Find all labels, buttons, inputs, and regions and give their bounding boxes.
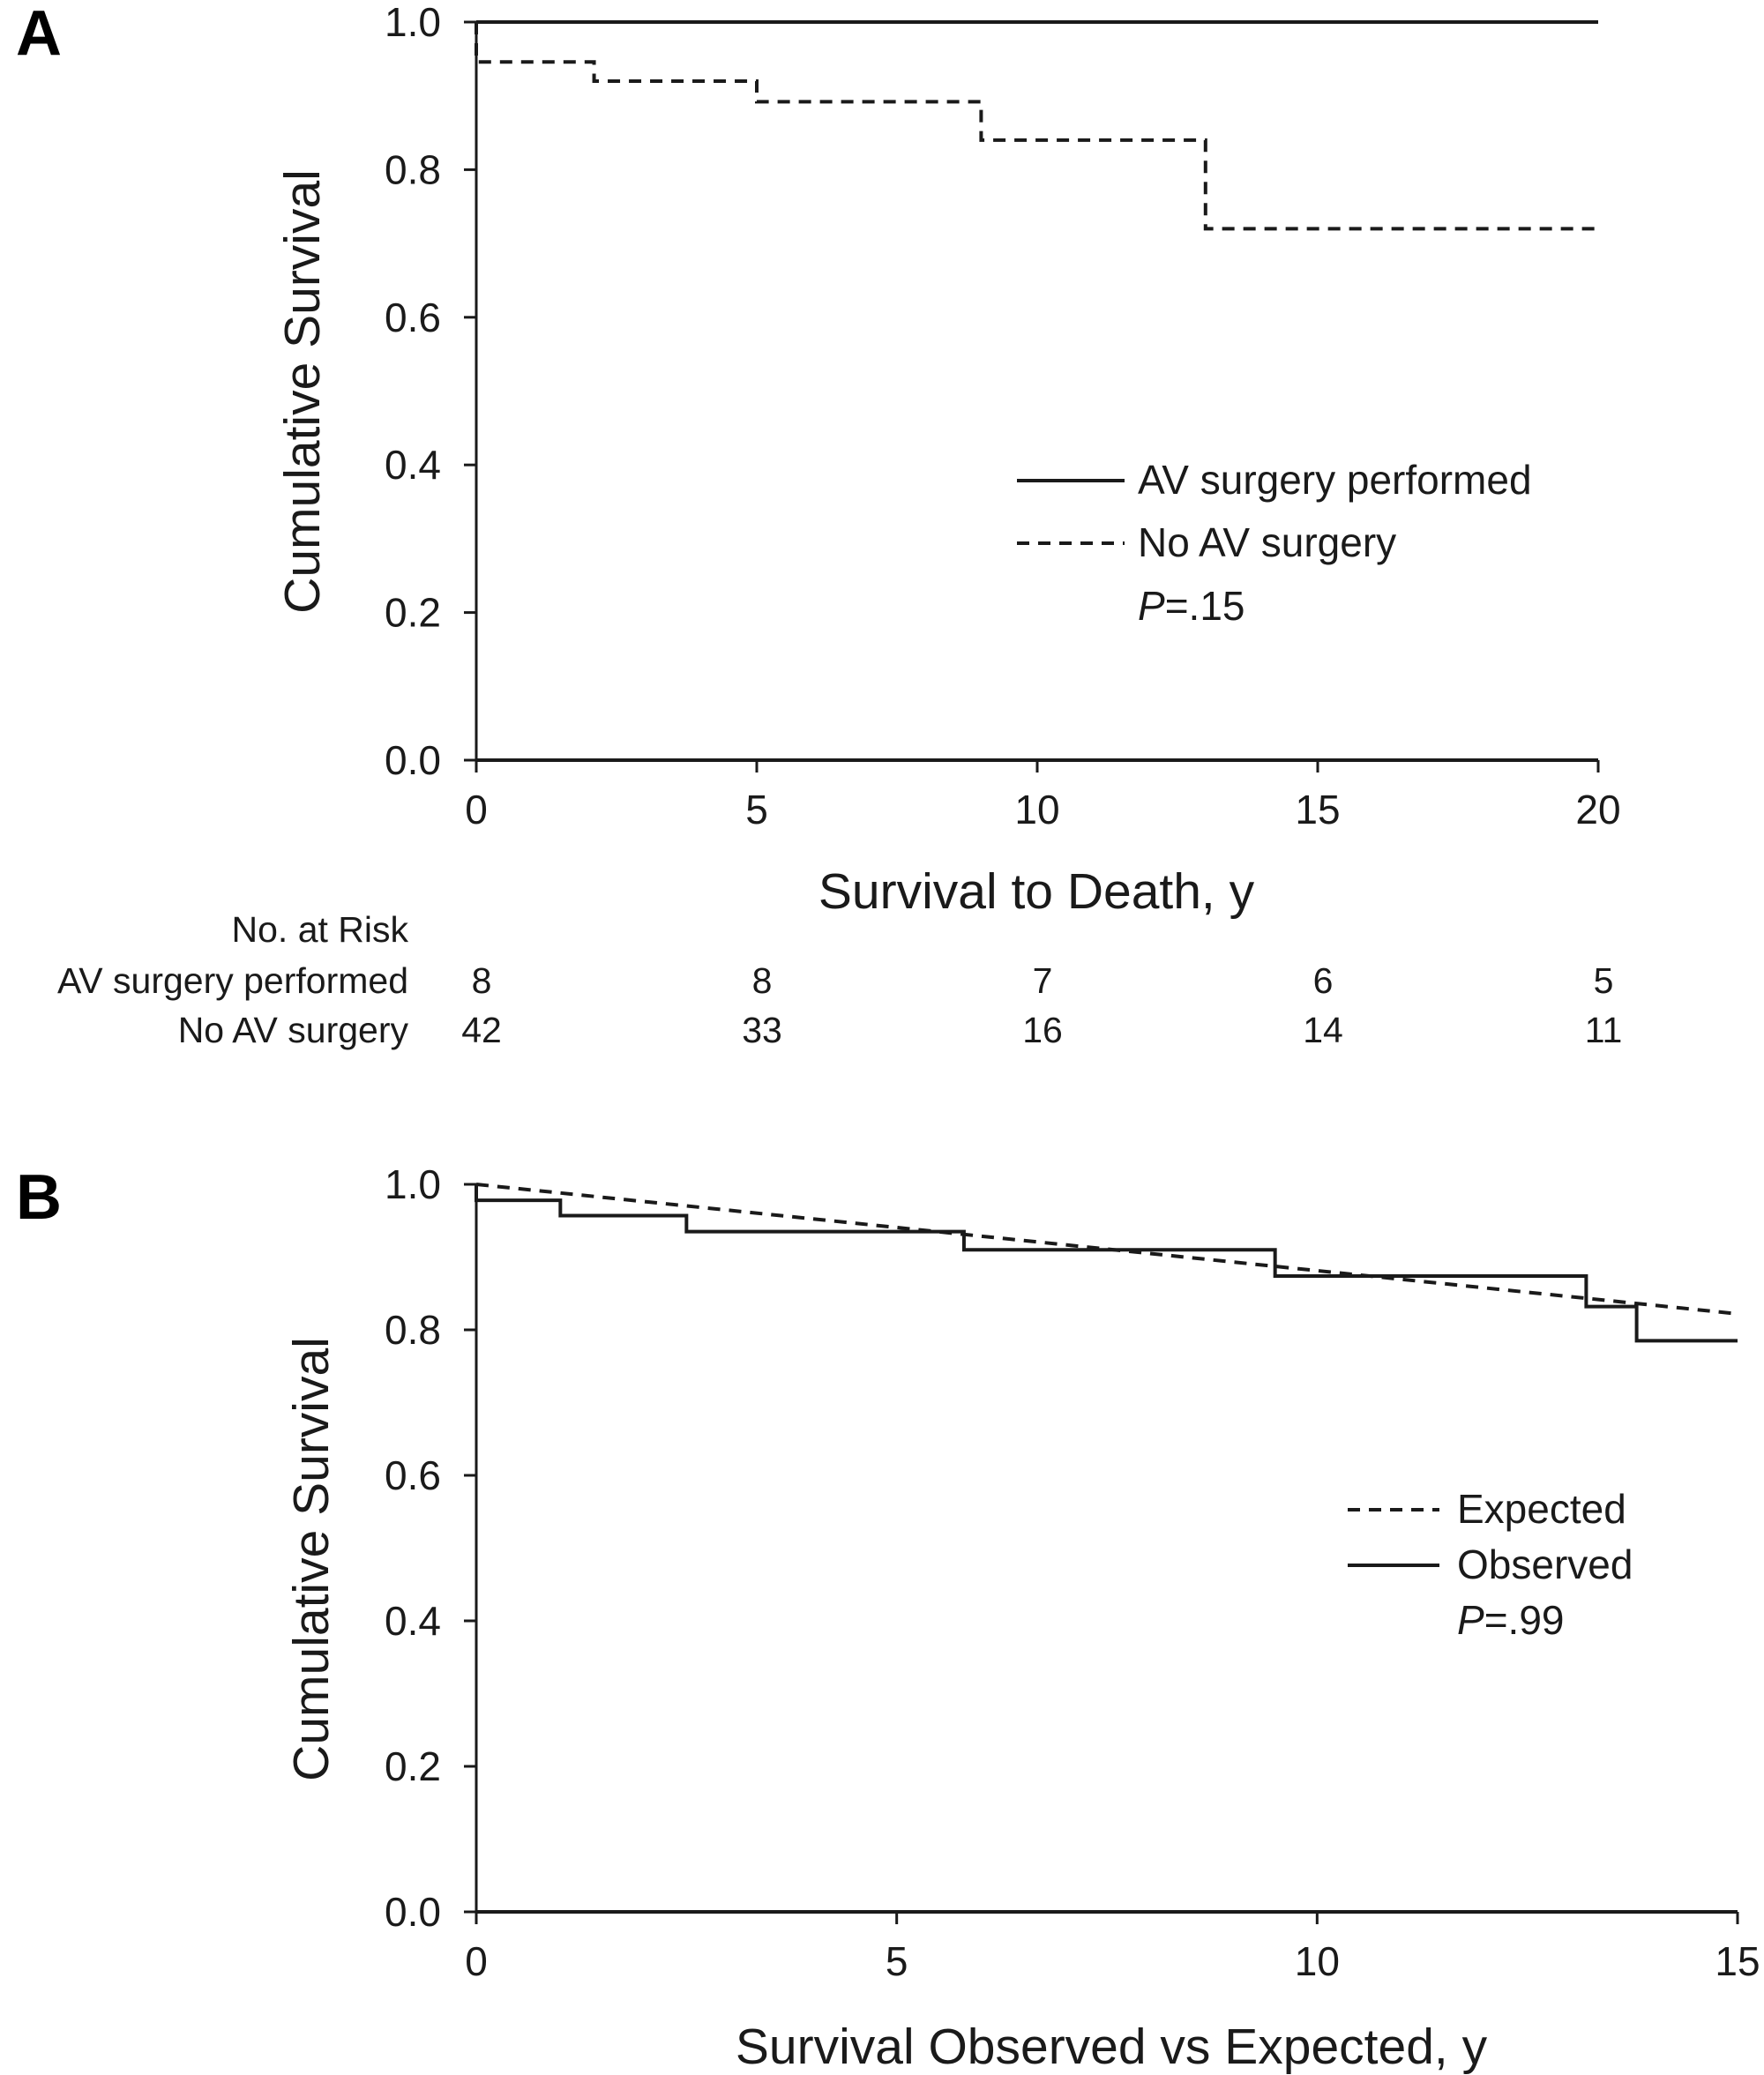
risk-value: 16 [1022,1010,1063,1050]
panel-b: B 0 5 10 15 0.0 0.2 0.4 0.6 0.8 1.0 Survival Obse… [16,1161,1760,2075]
x-tick-label: 5 [886,1938,908,1984]
p-value-text-a: =.15 [1165,583,1245,629]
risk-value: 5 [1594,960,1614,1001]
panel-letter-a: A [16,0,62,69]
x-tick-label: 5 [745,787,768,832]
y-tick-label: 0.8 [385,146,441,192]
x-tick-label: 10 [1295,1938,1340,1984]
legend-label-observed: Observed [1457,1541,1633,1587]
risk-value: 8 [472,960,492,1001]
risk-values: 8 8 7 6 5 42 33 16 14 11 [461,960,1622,1050]
risk-row-label-1: No AV surgery [178,1010,409,1050]
x-tick-label: 0 [465,787,488,832]
legend-label-no-av-surgery: No AV surgery [1138,519,1396,565]
x-tick-label: 15 [1715,1938,1760,1984]
series-observed [475,1184,1738,1343]
risk-value: 33 [742,1010,782,1050]
p-label-a: P [1138,583,1165,629]
p-value-a: P=.15 [1138,583,1245,629]
risk-value: 42 [461,1010,502,1050]
y-tick-label: 0.0 [385,737,441,783]
panel-a-legend: AV surgery performed No AV surgery P=.15 [1017,457,1532,629]
y-tick-label: 0.4 [385,1598,441,1644]
panel-b-y-axis-title: Cumulative Survival [283,1337,340,1781]
y-tick-label: 0.4 [385,442,441,488]
risk-table: No. at Risk AV surgery performed No AV s… [57,909,1622,1050]
p-value-text-b: =.99 [1484,1597,1565,1643]
panel-letter-b: B [16,1162,62,1233]
x-tick-label: 15 [1295,787,1340,832]
x-tick-label: 10 [1014,787,1059,832]
y-tick-label: 1.0 [385,1161,441,1207]
p-label-b: P [1457,1597,1484,1643]
y-tick-label: 0.2 [385,1743,441,1789]
legend-label-expected: Expected [1457,1486,1626,1532]
y-tick-label: 0.6 [385,1452,441,1498]
panel-b-x-axis-title: Survival Observed vs Expected, y [736,2019,1488,2075]
x-tick-label: 20 [1575,787,1620,832]
panel-a: A 0 5 10 15 20 0.0 0.2 0.4 0.6 0.8 1.0 Survival to… [16,0,1622,1050]
panel-a-axes: 0 5 10 15 20 0.0 0.2 0.4 0.6 0.8 1.0 [385,0,1621,832]
risk-value: 14 [1303,1010,1343,1050]
panel-a-x-axis-title: Survival to Death, y [818,863,1255,920]
legend-label-av-surgery: AV surgery performed [1138,457,1532,503]
panel-b-axes: 0 5 10 15 0.0 0.2 0.4 0.6 0.8 1.0 [385,1161,1760,1984]
y-tick-label: 0.2 [385,590,441,636]
y-tick-label: 0.0 [385,1889,441,1935]
risk-value: 7 [1033,960,1053,1001]
panel-a-series [475,20,1598,231]
series-no-av-surgery [475,22,1598,231]
panel-b-series [475,1183,1738,1343]
y-tick-label: 1.0 [385,0,441,45]
panel-b-legend: Expected Observed P=.99 [1348,1486,1633,1643]
x-tick-label: 0 [465,1938,488,1984]
risk-value: 8 [752,960,773,1001]
p-value-b: P=.99 [1457,1597,1565,1643]
risk-value: 6 [1313,960,1334,1001]
panel-a-y-axis-title: Cumulative Survival [274,169,331,614]
y-tick-label: 0.8 [385,1307,441,1353]
y-tick-label: 0.6 [385,295,441,340]
risk-row-label-0: AV surgery performed [57,960,408,1001]
risk-value: 11 [1585,1010,1623,1050]
risk-table-title: No. at Risk [232,909,409,950]
